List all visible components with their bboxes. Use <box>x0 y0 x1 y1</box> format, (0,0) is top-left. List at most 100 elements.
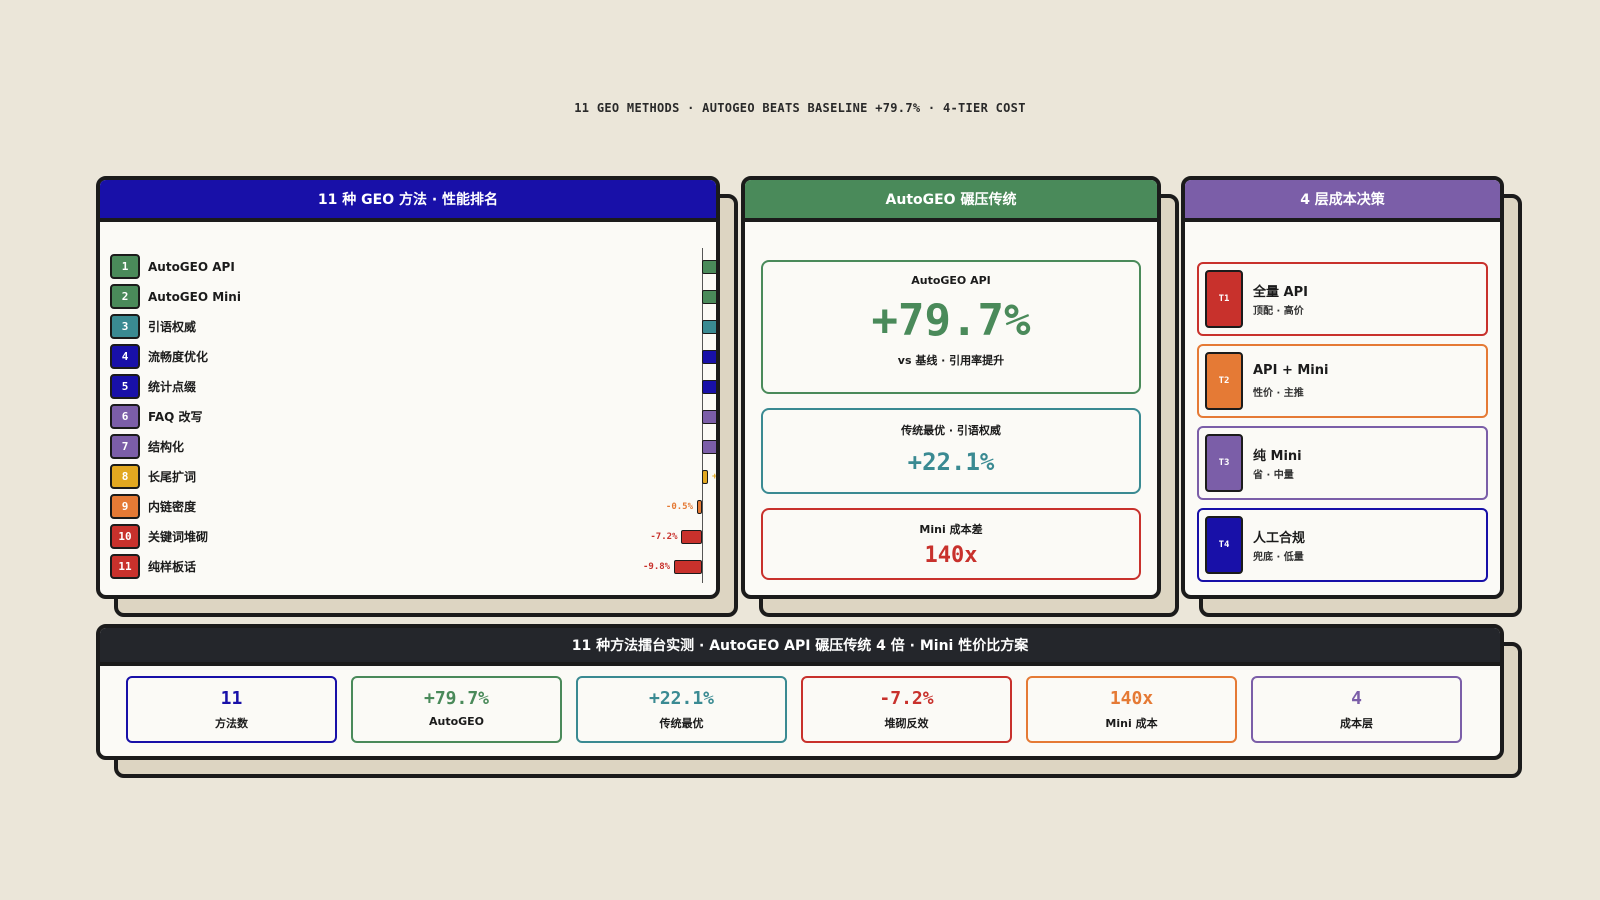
tier-description: 性价 · 主推 <box>1253 388 1304 399</box>
rank-bar-value: -0.5% <box>665 502 693 512</box>
summary-panel-body: 11 种方法擂台实测 · AutoGEO API 碾压传统 4 倍 · Mini… <box>96 624 1504 760</box>
rank-bar <box>702 470 708 484</box>
summary-card: +79.7% AutoGEO <box>351 676 562 743</box>
mini-cost-label: Mini 成本差 <box>919 523 983 536</box>
ranking-row: 8 长尾扩词 +2.1% <box>110 462 716 492</box>
rank-bar <box>702 440 716 454</box>
summary-label: Mini 成本 <box>1105 717 1158 730</box>
rank-badge: 9 <box>110 494 140 519</box>
rank-badge: 6 <box>110 404 140 429</box>
summary-card: -7.2% 堆砌反效 <box>801 676 1012 743</box>
summary-card: 140x Mini 成本 <box>1026 676 1237 743</box>
tier-card: T4 人工合规兜底 · 低量 <box>1197 508 1488 582</box>
tier-description: 省 · 中量 <box>1253 470 1294 481</box>
tier-description: 兜底 · 低量 <box>1253 552 1304 563</box>
rank-method-name: 纯样板话 <box>148 560 197 574</box>
rank-bar <box>702 380 716 394</box>
rank-badge: 2 <box>110 284 140 309</box>
rank-bar-value: -7.2% <box>650 532 678 542</box>
crush-header: AutoGEO 碾压传统 <box>745 180 1157 222</box>
tier-name: 人工合规 <box>1253 531 1306 546</box>
rank-method-name: 关键词堆砌 <box>148 530 209 544</box>
mini-cost-value: 140x <box>924 543 978 568</box>
rank-bar <box>702 260 716 274</box>
tier-panel: 4 层成本决策 T1 全量 API 顶配 · 高价 T2 API + Mini 性价 · … <box>1181 176 1522 617</box>
rank-bar <box>702 290 716 304</box>
rank-badge: 4 <box>110 344 140 369</box>
summary-header: 11 种方法擂台实测 · AutoGEO API 碾压传统 4 倍 · Mini… <box>100 628 1500 666</box>
rank-method-name: 结构化 <box>148 440 185 454</box>
rank-badge: 11 <box>110 554 140 579</box>
rank-method-name: AutoGEO Mini <box>148 290 241 304</box>
autogeo-stat-sub: vs 基线 · 引用率提升 <box>897 354 1005 367</box>
summary-value: +22.1% <box>648 688 715 709</box>
summary-label: 成本层 <box>1340 717 1373 730</box>
rank-badge: 7 <box>110 434 140 459</box>
tier-card: T3 纯 Mini 省 · 中量 <box>1197 426 1488 500</box>
rank-bar-value: +2.1% <box>711 472 718 482</box>
autogeo-stat-value: +79.7% <box>871 295 1031 346</box>
rank-bar <box>702 350 716 364</box>
rank-method-name: 统计点缀 <box>148 380 197 394</box>
page-title: 11 GEO METHODS · AUTOGEO BEATS BASELINE … <box>574 101 1026 115</box>
rank-method-name: FAQ 改写 <box>148 410 203 424</box>
tier-description: 顶配 · 高价 <box>1253 306 1304 317</box>
rank-method-name: 长尾扩词 <box>148 470 197 484</box>
summary-value: -7.2% <box>879 688 934 709</box>
rank-badge: 5 <box>110 374 140 399</box>
ranking-header: 11 种 GEO 方法 · 性能排名 <box>100 180 716 222</box>
summary-panel: 11 种方法擂台实测 · AutoGEO API 碾压传统 4 倍 · Mini… <box>96 624 1522 778</box>
summary-value: 4 <box>1351 688 1362 709</box>
tier-name: API + Mini <box>1253 363 1329 378</box>
summary-card: 4 成本层 <box>1251 676 1462 743</box>
autogeo-stat-label: AutoGEO API <box>911 274 991 287</box>
rank-badge: 10 <box>110 524 140 549</box>
ranking-row: 9 内链密度 -0.5% <box>110 492 706 522</box>
tier-badge: T3 <box>1205 434 1243 492</box>
crush-panel-body: AutoGEO 碾压传统 AutoGEO API +79.7% vs 基线 · … <box>741 176 1161 599</box>
rank-bar <box>674 560 702 574</box>
tier-badge: T1 <box>1205 270 1243 328</box>
rank-method-name: 引语权威 <box>148 320 197 334</box>
tier-badge: T2 <box>1205 352 1243 410</box>
rank-badge: 1 <box>110 254 140 279</box>
rank-method-name: 内链密度 <box>148 500 197 514</box>
rank-bar <box>681 530 702 544</box>
rank-badge: 3 <box>110 314 140 339</box>
tier-panel-body: 4 层成本决策 T1 全量 API 顶配 · 高价 T2 API + Mini 性价 · … <box>1181 176 1504 599</box>
summary-label: 堆砌反效 <box>884 717 929 730</box>
summary-value: 140x <box>1109 688 1154 709</box>
rank-method-name: 流畅度优化 <box>148 350 209 364</box>
ranking-row: 10 关键词堆砌 -7.2% <box>110 522 706 552</box>
traditional-stat-box: 传统最优 · 引语权威 +22.1% <box>761 408 1141 494</box>
rank-bar-value: -9.8% <box>642 562 671 572</box>
summary-card: 11 方法数 <box>126 676 337 743</box>
tier-name: 纯 Mini <box>1253 449 1302 464</box>
tier-card: T2 API + Mini 性价 · 主推 <box>1197 344 1488 418</box>
summary-label: 方法数 <box>215 717 248 730</box>
rank-bar <box>702 410 716 424</box>
autogeo-stat-box: AutoGEO API +79.7% vs 基线 · 引用率提升 <box>761 260 1141 394</box>
summary-value: +79.7% <box>423 688 490 709</box>
summary-card: +22.1% 传统最优 <box>576 676 787 743</box>
summary-label: AutoGEO <box>428 715 485 728</box>
tier-card: T1 全量 API 顶配 · 高价 <box>1197 262 1488 336</box>
tier-name: 全量 API <box>1253 285 1308 300</box>
traditional-stat-value: +22.1% <box>907 448 995 476</box>
tier-header: 4 层成本决策 <box>1185 180 1500 222</box>
rank-badge: 8 <box>110 464 140 489</box>
rank-bar <box>697 500 702 514</box>
traditional-stat-label: 传统最优 · 引语权威 <box>901 424 1001 437</box>
rank-bar <box>702 320 716 334</box>
tier-badge: T4 <box>1205 516 1243 574</box>
